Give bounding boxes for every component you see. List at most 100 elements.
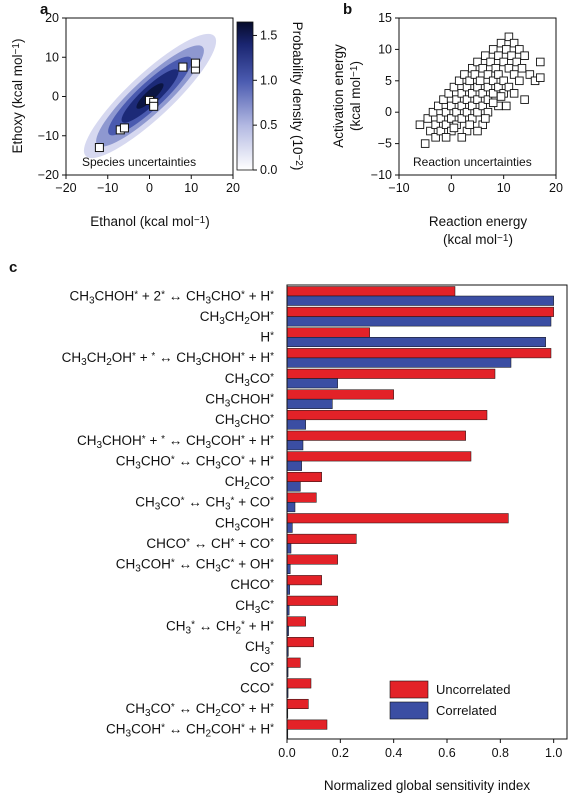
reaction-point — [496, 38, 506, 48]
reaction-point — [520, 95, 529, 104]
reaction-point — [481, 114, 490, 123]
reaction-point — [512, 57, 522, 67]
reaction-point — [494, 51, 503, 60]
panel-b-letter: b — [343, 1, 352, 18]
panel-b-frame — [398, 17, 557, 176]
bar-correlated — [286, 337, 546, 348]
reaction-point — [431, 120, 440, 130]
legend-label-uncorrelated: Uncorrelated — [436, 682, 510, 697]
bar-correlated — [286, 419, 306, 430]
reaction-point — [460, 70, 469, 79]
panel-c-ticks: 0.0 0.2 0.4 0.6 0.8 1.0 — [278, 739, 562, 760]
reaction-point — [452, 95, 461, 104]
reaction-point — [447, 101, 456, 111]
reaction-point — [509, 89, 519, 98]
reaction-point — [473, 107, 482, 117]
x-tick-label: −20 — [55, 181, 76, 195]
reaction-point — [478, 63, 487, 73]
reaction-point — [454, 76, 464, 86]
reaction-point — [457, 133, 467, 142]
bar-uncorrelated — [286, 575, 322, 586]
reaction-point — [502, 45, 511, 54]
reaction-point — [502, 101, 511, 111]
reaction-point — [431, 133, 440, 142]
bar-uncorrelated — [286, 698, 309, 709]
row-label: CH3CHO* ↔ CH3CO* + H* — [116, 453, 274, 471]
bar-uncorrelated — [286, 554, 338, 565]
bar-uncorrelated — [286, 368, 496, 379]
bar-correlated — [286, 440, 304, 451]
panel-a-ticks: −20 −10 0 10 20 −20 −10 0 10 20 — [38, 11, 240, 195]
reaction-point — [473, 95, 482, 104]
bar-uncorrelated — [286, 327, 370, 338]
panel-b-ylabel-line2: (kcal mol−1) — [348, 61, 363, 131]
reaction-point — [444, 89, 453, 98]
x-tick-label: 0.8 — [492, 746, 509, 760]
bar-correlated — [286, 460, 302, 471]
reaction-point — [488, 98, 498, 108]
colorbar-tick-label: 0.0 — [260, 163, 277, 177]
bar-correlated — [286, 316, 552, 327]
x-tick-label: 10 — [184, 181, 198, 195]
reaction-point — [436, 114, 446, 123]
reaction-point — [468, 89, 477, 98]
species-point — [119, 123, 129, 133]
colorbar-ticks: 0.0 0.5 1.0 1.5 — [253, 28, 277, 177]
y-tick-label: 10 — [378, 42, 392, 56]
row-label: CH3COH* ↔ CH3C* + OH* — [116, 557, 274, 575]
reaction-point — [486, 57, 495, 67]
bar-correlated — [286, 481, 301, 492]
x-tick-label: −10 — [97, 181, 118, 195]
reaction-point — [426, 126, 435, 136]
bar-uncorrelated — [286, 451, 472, 462]
panel-a-ylabel: Ethoxy (kcal mol−1) — [10, 39, 25, 154]
x-tick-label: −10 — [388, 181, 409, 195]
row-label: CH3C* — [235, 598, 274, 616]
reaction-point — [507, 51, 516, 60]
reaction-point — [452, 107, 461, 117]
row-label: CH3* — [245, 639, 274, 657]
row-label: CHCO* ↔ CH* + CO* — [146, 536, 274, 551]
bar-uncorrelated — [286, 410, 488, 421]
reaction-point — [515, 45, 524, 54]
reaction-point — [462, 107, 472, 117]
reaction-point — [439, 95, 448, 104]
reaction-point — [457, 101, 467, 111]
y-tick-label: 0 — [385, 105, 392, 119]
panel-a-points — [94, 58, 200, 153]
reaction-point — [465, 120, 474, 130]
reaction-point — [475, 76, 485, 86]
reaction-point — [488, 76, 498, 86]
reaction-point — [520, 51, 529, 60]
reaction-point — [494, 82, 503, 92]
panel-c-legend: Uncorrelated Correlated — [389, 680, 510, 720]
row-label: CH3CH2OH* — [200, 309, 274, 327]
legend-swatch-uncorrelated — [389, 680, 429, 699]
bar-correlated — [286, 378, 338, 389]
reaction-point — [494, 70, 503, 79]
reaction-point — [423, 114, 433, 123]
row-label: CH3COH* — [215, 515, 274, 533]
bar-correlated — [286, 295, 554, 306]
reaction-point — [515, 76, 524, 86]
reaction-point — [504, 82, 514, 92]
y-tick-label: −10 — [371, 168, 392, 182]
bar-uncorrelated — [286, 678, 312, 689]
reaction-point — [457, 89, 467, 98]
colorbar-tick-label: 1.0 — [260, 73, 277, 87]
panel-b-ylabel-line1: Activation energy — [331, 44, 346, 148]
row-label: CH3CHOH* + * ↔ CH3COH* + H* — [77, 433, 274, 451]
reaction-point — [441, 133, 451, 142]
row-label: CH3CO* — [225, 371, 274, 389]
reaction-point — [483, 82, 493, 92]
bar-uncorrelated — [286, 306, 554, 317]
bar-uncorrelated — [286, 430, 466, 441]
colorbar-label: Probability density (10−2) — [290, 22, 305, 171]
reaction-point — [496, 92, 506, 101]
panel-c-xlabel: Normalized global sensitivity index — [324, 778, 531, 793]
row-label: CH3CH2OH* + * ↔ CH3CHOH* + H* — [62, 350, 274, 368]
reaction-point — [470, 70, 480, 79]
row-label: CH3CHOH* — [205, 392, 274, 410]
species-point — [178, 62, 188, 72]
